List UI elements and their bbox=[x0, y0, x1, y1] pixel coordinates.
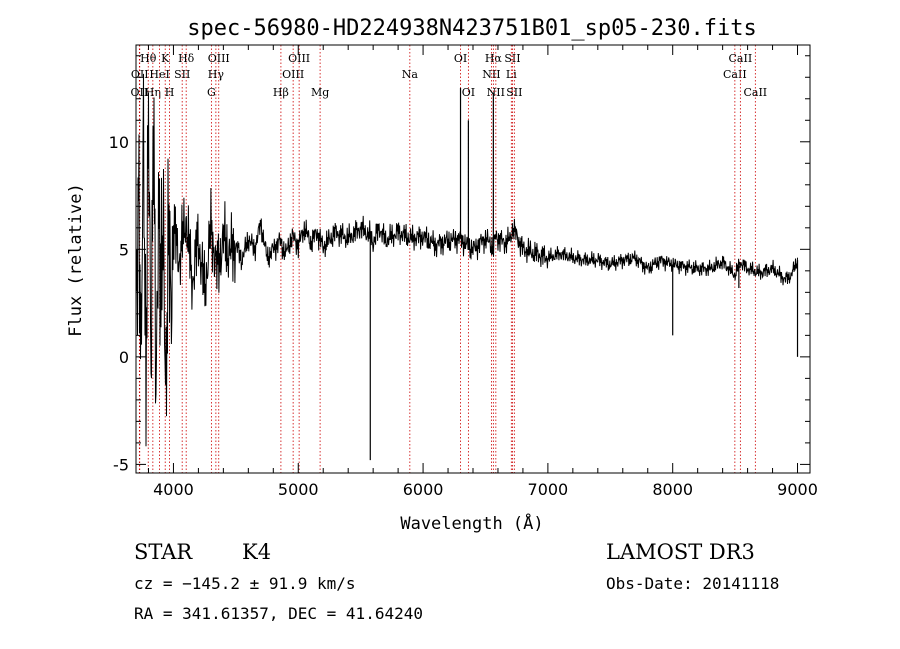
plot-frame bbox=[135, 44, 811, 474]
line-marker-label: SII bbox=[174, 68, 190, 81]
line-marker-label: K bbox=[161, 52, 170, 65]
y-tick-label: 5 bbox=[119, 240, 129, 259]
chart-title: spec-56980-HD224938N423751B01_sp05-230.f… bbox=[187, 16, 757, 41]
line-marker-label: CaII bbox=[729, 52, 753, 65]
line-marker-label: OII bbox=[131, 68, 149, 81]
object-subclass: K4 bbox=[242, 540, 272, 564]
line-marker-label: OIII bbox=[208, 52, 230, 65]
x-tick-label: 6000 bbox=[403, 480, 444, 499]
line-marker-label: G bbox=[207, 86, 216, 99]
line-marker-label: Hδ bbox=[178, 52, 195, 65]
line-marker-label: SII bbox=[506, 86, 522, 99]
line-marker-label: Hη bbox=[145, 86, 161, 99]
line-marker-label: Hβ bbox=[273, 86, 289, 99]
line-marker-label: Li bbox=[506, 68, 517, 81]
obs-date: Obs-Date: 20141118 bbox=[606, 574, 780, 593]
line-marker-label: SII bbox=[504, 52, 520, 65]
line-marker-label: OI bbox=[462, 86, 475, 99]
line-marker-label: H bbox=[165, 86, 175, 99]
line-marker-label: Hγ bbox=[208, 68, 225, 81]
line-marker-label: Hα bbox=[485, 52, 503, 65]
line-marker-label: Hθ bbox=[140, 52, 157, 65]
line-marker-label: OI bbox=[454, 52, 467, 65]
x-tick-label: 8000 bbox=[652, 480, 693, 499]
x-tick-label: 5000 bbox=[278, 480, 319, 499]
line-marker-label: CaII bbox=[723, 68, 747, 81]
x-tick-label: 4000 bbox=[153, 480, 194, 499]
survey-name: LAMOST DR3 bbox=[606, 540, 755, 564]
line-marker-label: CaII bbox=[743, 86, 767, 99]
line-marker-label: HeI bbox=[149, 68, 169, 81]
y-axis-label: Flux (relative) bbox=[66, 183, 86, 337]
y-tick-label: 0 bbox=[119, 348, 129, 367]
line-marker-label: NII bbox=[482, 68, 500, 81]
x-axis-label: Wavelength (Å) bbox=[400, 512, 543, 534]
y-tick-label: 10 bbox=[109, 133, 129, 152]
line-marker-label: Mg bbox=[311, 86, 329, 99]
object-class: STAR bbox=[134, 540, 193, 564]
line-marker-label: OIII bbox=[288, 52, 310, 65]
x-tick-label: 9000 bbox=[777, 480, 818, 499]
x-tick-label: 7000 bbox=[528, 480, 569, 499]
line-marker-label: Na bbox=[402, 68, 419, 81]
redshift-info: cz = −145.2 ± 91.9 km/s bbox=[134, 574, 356, 593]
line-marker-label: NII bbox=[487, 86, 505, 99]
spectrum-line bbox=[136, 73, 798, 447]
y-tick-label: -5 bbox=[113, 455, 129, 474]
coordinates-info: RA = 341.61357, DEC = 41.64240 bbox=[134, 604, 423, 623]
line-marker-label: OIII bbox=[282, 68, 304, 81]
